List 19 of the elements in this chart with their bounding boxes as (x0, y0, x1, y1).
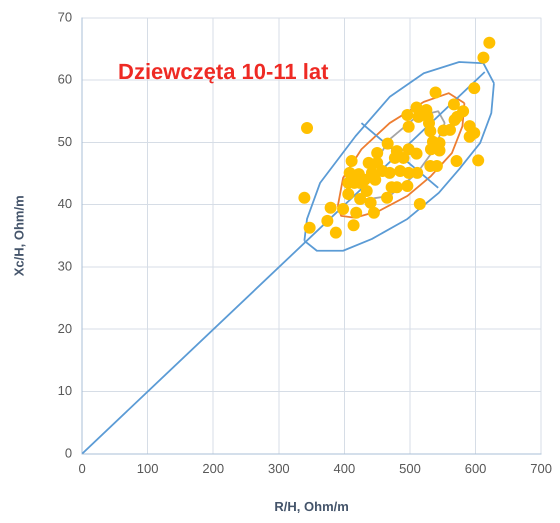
x-tick-label: 400 (334, 461, 356, 476)
y-tick-label: 0 (64, 445, 72, 460)
y-tick-label: 10 (58, 383, 72, 398)
y-tick-label: 60 (58, 72, 72, 87)
x-tick-label: 200 (202, 461, 224, 476)
y-axis-title: Xc/H, Ohm/m (11, 195, 26, 276)
x-tick-label: 100 (136, 461, 158, 476)
x-tick-label: 300 (268, 461, 290, 476)
y-tick-label: 50 (58, 134, 72, 149)
y-tick-label: 20 (58, 320, 72, 336)
y-tick-label: 30 (58, 258, 72, 274)
x-tick-label: 600 (464, 461, 486, 476)
x-tick-label: 700 (530, 461, 552, 476)
x-axis-title: R/H, Ohm/m (274, 498, 349, 514)
text: Dziewczęta 10-11 lat (118, 58, 330, 84)
x-tick-label: 0 (78, 461, 86, 476)
x-tick-label: 500 (399, 461, 421, 476)
y-tick-label: 40 (58, 196, 72, 212)
y-tick-label: 70 (58, 9, 72, 24)
